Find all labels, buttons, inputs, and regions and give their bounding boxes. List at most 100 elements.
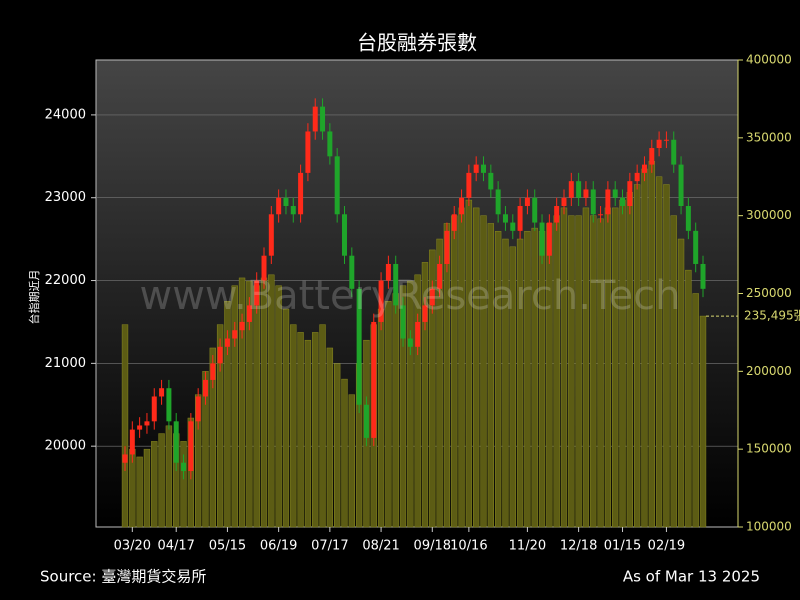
bar <box>392 293 399 528</box>
candle-body <box>590 189 596 215</box>
bar <box>604 207 612 528</box>
bar <box>180 441 187 528</box>
candle-body <box>232 330 238 339</box>
bar <box>575 215 582 528</box>
bar <box>399 285 407 528</box>
bar <box>253 285 260 528</box>
y2-tick-label: 400000 <box>746 53 792 67</box>
bar <box>560 207 568 528</box>
bar <box>231 285 238 528</box>
candle-body <box>268 214 274 256</box>
bar <box>494 230 502 528</box>
bar <box>619 199 626 528</box>
candle-body <box>444 230 450 264</box>
bar <box>502 238 509 528</box>
candle-body <box>605 189 611 215</box>
y2-tick-label: 350000 <box>746 130 792 144</box>
candle-body <box>598 214 604 216</box>
x-tick-label: 12/18 <box>560 539 597 554</box>
bar <box>414 274 421 528</box>
y-axis-label: 台指期近月 <box>27 270 41 325</box>
candle-body <box>371 321 377 438</box>
bar <box>385 301 392 528</box>
candle-body <box>678 164 684 207</box>
bar <box>641 168 648 528</box>
source: Source: 臺灣期貨交易所 <box>40 568 206 586</box>
candle-body <box>568 181 574 198</box>
bar <box>626 192 634 528</box>
candle-body <box>422 305 428 322</box>
y-tick-label: 21000 <box>45 356 86 371</box>
candle-body <box>627 181 633 207</box>
candle-body <box>473 164 479 173</box>
bar <box>348 394 355 528</box>
bar <box>480 215 487 528</box>
bar <box>407 280 414 528</box>
candle-body <box>320 106 326 132</box>
candle-body <box>166 388 172 422</box>
y-tick-label: 22000 <box>45 273 86 288</box>
bar <box>319 324 326 528</box>
y2-tick-label: 200000 <box>746 364 792 378</box>
annotation-label: 235,495張 <box>744 309 800 323</box>
candle-body <box>393 263 399 306</box>
bar <box>297 332 304 528</box>
candle-body <box>356 288 362 405</box>
bar <box>334 363 341 528</box>
x-tick-label: 09/18 <box>414 539 451 554</box>
bar <box>136 456 143 528</box>
bar <box>590 215 597 528</box>
candle-body <box>137 425 143 430</box>
candle-body <box>539 222 545 256</box>
bar <box>473 207 480 528</box>
candle-body <box>554 206 560 223</box>
candle-body <box>122 454 128 463</box>
bar <box>699 315 707 528</box>
candle-body <box>576 181 582 198</box>
candle-body <box>378 280 384 322</box>
bar <box>633 184 641 528</box>
candle-body <box>195 396 201 422</box>
candle-body <box>561 197 567 207</box>
bar <box>487 223 494 528</box>
candle-body <box>583 189 589 198</box>
bar <box>282 308 290 528</box>
chart-title: 台股融券張數 <box>357 31 477 55</box>
candle-body <box>459 197 465 215</box>
candle-body <box>283 197 289 207</box>
x-tick-label: 06/19 <box>260 539 297 554</box>
candle-body <box>524 197 530 207</box>
candle-body <box>341 214 347 256</box>
candle-body <box>363 404 369 438</box>
bar <box>597 218 604 528</box>
x-tick-label: 08/21 <box>362 539 399 554</box>
candle-body <box>532 197 538 223</box>
bar <box>326 347 334 528</box>
bar <box>436 238 443 528</box>
candle-body <box>693 230 699 264</box>
candle-body <box>210 363 216 380</box>
bar <box>421 262 429 528</box>
bar <box>290 324 297 528</box>
as-of: As of Mar 13 2025 <box>623 568 760 586</box>
candle-body <box>276 197 282 215</box>
candle-body <box>407 338 413 347</box>
candle-body <box>290 206 296 215</box>
candle-body <box>151 396 157 422</box>
bar <box>663 184 670 528</box>
bar <box>553 215 560 528</box>
candle-body <box>173 421 179 463</box>
y-tick-label: 24000 <box>45 107 86 122</box>
x-tick-label: 04/17 <box>157 539 194 554</box>
candle-body <box>181 462 187 472</box>
candle-body <box>488 172 494 190</box>
bar <box>268 274 275 528</box>
candle-body <box>671 139 677 165</box>
bar <box>121 324 129 528</box>
candle-body <box>620 197 626 207</box>
candle-body <box>663 139 669 141</box>
candle-body <box>261 255 267 281</box>
x-tick-label: 01/15 <box>604 539 641 554</box>
candle-body <box>188 421 194 472</box>
bar <box>692 293 699 528</box>
